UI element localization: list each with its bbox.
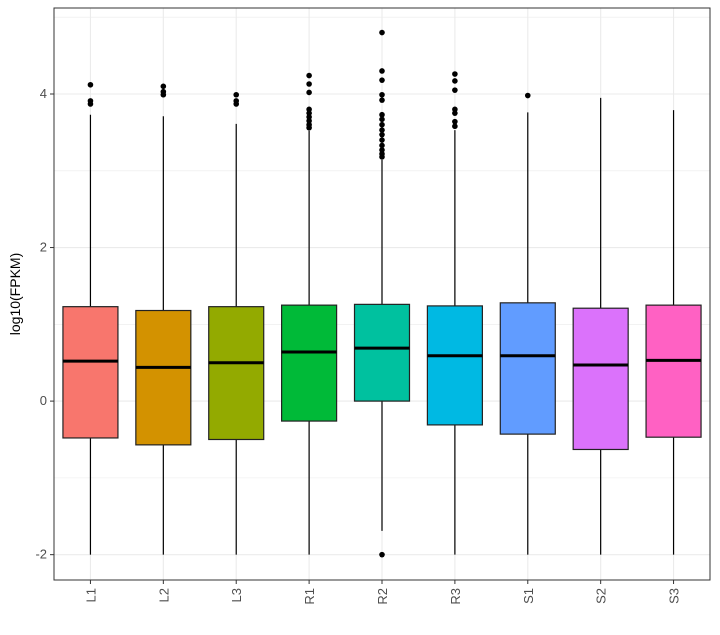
- outlier-point: [452, 87, 458, 93]
- outlier-point: [452, 106, 458, 113]
- box-iqr: [426, 305, 483, 426]
- outlier-point: [379, 142, 385, 149]
- outlier-point: [452, 123, 458, 130]
- outlier-point: [452, 78, 458, 84]
- outlier-point: [233, 91, 240, 98]
- outlier-point: [160, 83, 167, 90]
- box-iqr: [499, 302, 556, 435]
- outlier-point: [379, 121, 385, 128]
- box-S3: [645, 110, 702, 555]
- x-tick-label: R1: [302, 588, 317, 605]
- box-iqr: [572, 307, 629, 451]
- outlier-point: [379, 137, 385, 143]
- outlier-point: [233, 101, 240, 107]
- outlier-point: [379, 147, 385, 153]
- outlier-point: [379, 29, 385, 36]
- outlier-point: [379, 91, 385, 98]
- x-tick-label: R2: [375, 588, 390, 605]
- y-tick-label: 0: [40, 393, 47, 408]
- x-tick-label: L2: [156, 588, 171, 602]
- x-tick-label: R3: [448, 588, 463, 605]
- outlier-point: [306, 114, 312, 120]
- outlier-point: [160, 91, 167, 98]
- box-R1: [281, 72, 338, 555]
- outlier-point: [306, 89, 312, 96]
- box-iqr: [135, 309, 192, 446]
- outlier-point: [379, 551, 385, 558]
- x-tick-label: L1: [83, 588, 98, 602]
- outlier-point: [379, 131, 385, 138]
- box-L1: [62, 81, 119, 555]
- outlier-point: [452, 118, 458, 125]
- x-tick-label: S1: [521, 588, 536, 604]
- y-axis-label: log10(FPKM): [7, 253, 23, 335]
- outlier-point: [379, 111, 385, 118]
- outlier-point: [379, 127, 385, 133]
- box-iqr: [645, 304, 702, 438]
- box-R3: [426, 71, 483, 555]
- outlier-point: [452, 71, 458, 77]
- box-S1: [499, 92, 556, 555]
- outlier-point: [306, 72, 312, 79]
- box-iqr: [353, 303, 411, 402]
- outlier-point: [306, 106, 312, 113]
- x-tick-label: L3: [229, 588, 244, 602]
- box-L2: [135, 83, 192, 555]
- box-iqr: [62, 306, 119, 439]
- outlier-point: [452, 110, 458, 116]
- outlier-point: [524, 92, 531, 99]
- box-R2: [353, 29, 411, 558]
- outlier-point: [379, 154, 385, 160]
- outlier-point: [306, 110, 312, 116]
- outlier-point: [87, 81, 94, 88]
- x-tick-label: S2: [594, 588, 609, 604]
- axes: -2 0 2 4 L1 L2 L3 R1 R2 R3 S1 S2 S3: [35, 86, 681, 605]
- outlier-point: [379, 68, 385, 74]
- box-S2: [572, 97, 629, 555]
- box-iqr: [208, 306, 265, 441]
- y-tick-label: -2: [35, 547, 47, 562]
- box-L3: [208, 91, 265, 555]
- outlier-point: [87, 101, 94, 107]
- y-tick-label: 4: [40, 86, 47, 101]
- x-tick-label: S3: [667, 588, 682, 604]
- outlier-point: [306, 81, 312, 87]
- outlier-point: [379, 116, 385, 123]
- outlier-point: [379, 97, 385, 103]
- y-tick-label: 2: [40, 240, 47, 255]
- outlier-point: [379, 77, 385, 83]
- boxes: [62, 29, 702, 558]
- outlier-point: [306, 118, 312, 124]
- outlier-point: [306, 124, 312, 131]
- box-iqr: [281, 304, 338, 422]
